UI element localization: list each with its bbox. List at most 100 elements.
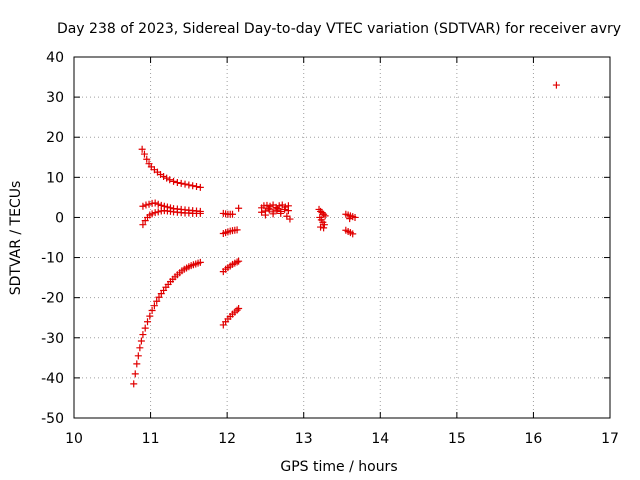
data-point <box>148 210 156 218</box>
data-point <box>143 155 151 163</box>
data-point <box>321 212 329 220</box>
data-points <box>130 81 560 388</box>
data-point <box>154 200 162 208</box>
data-point <box>151 209 159 217</box>
data-point <box>273 206 281 214</box>
x-tick-label: 10 <box>65 431 83 447</box>
data-point <box>318 209 326 217</box>
data-point <box>133 360 141 368</box>
series-2 <box>139 199 204 215</box>
data-point <box>346 215 354 223</box>
data-point <box>320 224 328 232</box>
series-10 <box>315 205 329 232</box>
data-point <box>181 180 189 188</box>
y-axis-label: SDTVAR / TECUs <box>8 181 24 296</box>
x-tick-label: 15 <box>448 431 466 447</box>
data-point <box>349 230 357 238</box>
data-point <box>265 206 273 214</box>
data-point <box>154 208 162 216</box>
data-point <box>258 208 266 216</box>
data-point <box>134 352 142 360</box>
series-12 <box>552 81 560 89</box>
data-point <box>196 258 204 266</box>
y-tick-label: 40 <box>46 50 64 66</box>
y-tick-label: -20 <box>41 291 64 307</box>
data-point <box>281 205 289 213</box>
x-tick-label: 14 <box>371 431 389 447</box>
data-point <box>131 370 139 378</box>
y-tick-label: 20 <box>46 130 64 146</box>
data-point <box>189 182 197 190</box>
grid <box>74 57 610 418</box>
data-point <box>277 209 285 217</box>
y-tick-label: 0 <box>55 210 64 226</box>
data-point <box>185 181 193 189</box>
data-point <box>317 223 325 231</box>
data-point <box>150 302 158 310</box>
data-point <box>136 344 144 352</box>
data-point <box>139 221 147 229</box>
data-point <box>233 226 241 234</box>
y-tick-label: 10 <box>46 170 64 186</box>
data-point <box>166 176 174 184</box>
data-point <box>137 337 145 345</box>
data-point <box>284 207 292 215</box>
data-point <box>177 179 185 187</box>
data-point <box>142 201 150 209</box>
series-8 <box>219 304 243 329</box>
data-point <box>139 202 147 210</box>
data-point <box>269 210 277 218</box>
data-point <box>139 331 147 339</box>
data-point <box>163 174 171 182</box>
data-point <box>173 179 181 187</box>
data-point <box>320 221 328 229</box>
data-point <box>193 183 201 191</box>
data-point <box>274 205 282 213</box>
series-9 <box>258 201 294 223</box>
x-tick-label: 16 <box>525 431 543 447</box>
data-point <box>264 204 272 212</box>
data-point <box>351 213 359 221</box>
y-axis-tick-labels: 40 30 20 10 0 -10 -20 -30 -40 -50 <box>41 50 64 427</box>
x-axis-label: GPS time / hours <box>280 459 397 475</box>
data-point <box>138 145 146 153</box>
data-point <box>320 210 328 218</box>
series-5 <box>219 204 243 218</box>
plot-frame <box>73 56 611 419</box>
data-point <box>261 211 269 219</box>
data-point <box>233 306 241 314</box>
y-tick-label: -50 <box>41 411 64 427</box>
series-3 <box>139 207 204 229</box>
data-point <box>160 173 168 181</box>
series-7 <box>219 257 243 276</box>
data-point <box>145 200 153 208</box>
data-point <box>196 183 204 191</box>
y-tick-label: -10 <box>41 251 64 267</box>
x-tick-label: 13 <box>295 431 313 447</box>
y-tick-label: -40 <box>41 371 64 387</box>
series-1 <box>138 145 204 191</box>
x-tick-label: 11 <box>142 431 160 447</box>
axis-ticks <box>73 56 611 419</box>
data-point <box>196 209 204 217</box>
series-4 <box>130 258 204 388</box>
x-axis-tick-labels: 10 11 12 13 14 15 16 17 <box>65 431 619 447</box>
data-point <box>148 307 156 315</box>
y-tick-label: -30 <box>41 331 64 347</box>
data-point <box>229 210 237 218</box>
data-point <box>235 204 243 212</box>
data-point <box>146 312 154 320</box>
data-point <box>151 199 159 207</box>
data-point <box>153 297 161 305</box>
series-6 <box>219 226 241 237</box>
data-point <box>552 81 560 89</box>
chart-title: Day 238 of 2023, Sidereal Day-to-day VTE… <box>57 21 621 37</box>
data-point <box>235 304 243 312</box>
data-point <box>130 380 138 388</box>
data-point <box>286 215 294 223</box>
data-point <box>140 150 148 158</box>
data-point <box>144 318 152 326</box>
data-point <box>235 257 243 265</box>
data-point <box>155 293 163 301</box>
